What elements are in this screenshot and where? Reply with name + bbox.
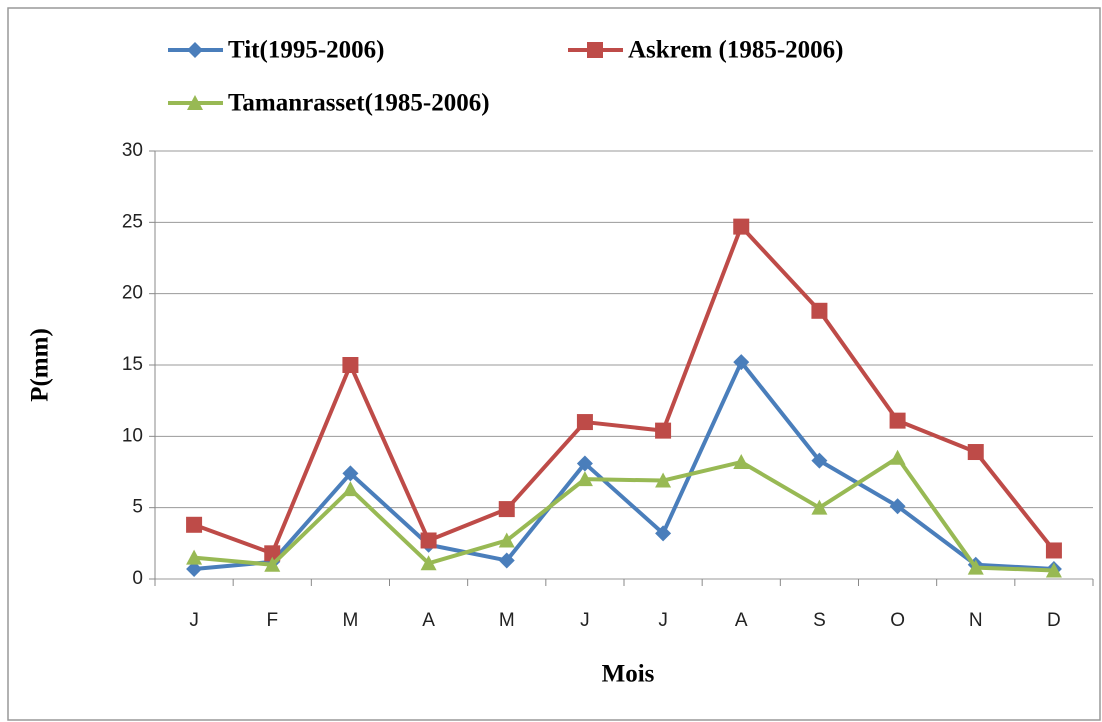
marker	[420, 555, 437, 571]
legend-label: Tit(1995-2006)	[228, 37, 384, 64]
x-tick-label: A	[735, 610, 748, 631]
marker	[264, 545, 281, 562]
marker	[186, 549, 203, 565]
marker	[811, 302, 828, 319]
marker	[811, 452, 828, 469]
marker	[655, 422, 672, 439]
x-tick-label: M	[343, 610, 359, 631]
marker	[889, 412, 906, 429]
marker	[264, 556, 281, 572]
y-tick-label: 15	[122, 354, 143, 375]
marker	[342, 481, 359, 497]
x-tick-label: N	[969, 610, 983, 631]
y-tick-label: 20	[122, 283, 143, 304]
y-tick-label: 10	[122, 425, 143, 446]
series-line	[193, 360, 1055, 572]
x-tick-label: O	[890, 610, 905, 631]
marker	[342, 357, 359, 373]
marker	[889, 449, 906, 465]
marker	[733, 218, 750, 235]
marker	[420, 532, 437, 549]
marker	[1045, 562, 1062, 578]
legend-label: Tamanrasset(1985-2006)	[228, 90, 490, 117]
chart-frame	[7, 7, 1101, 721]
y-tick-label: 5	[132, 497, 143, 518]
marker	[889, 498, 906, 515]
marker	[186, 561, 203, 578]
x-tick-label: F	[266, 610, 278, 631]
marker	[733, 354, 750, 371]
x-tick-label: D	[1047, 610, 1061, 631]
x-tick-label: M	[499, 610, 515, 631]
marker	[342, 465, 359, 482]
x-tick-label: J	[658, 610, 668, 631]
marker	[655, 472, 672, 488]
marker	[576, 414, 593, 431]
y-tick-label: 0	[132, 568, 143, 589]
marker	[967, 444, 984, 461]
x-tick-label: J	[580, 610, 590, 631]
series-line	[193, 455, 1054, 573]
marker	[186, 516, 203, 533]
marker	[1045, 542, 1062, 559]
x-tick-label: S	[813, 610, 826, 631]
series-line	[193, 224, 1056, 556]
y-tick-label: 30	[122, 140, 143, 161]
legend-label: Askrem (1985-2006)	[628, 37, 843, 64]
marker	[967, 559, 984, 575]
marker	[498, 501, 515, 518]
marker	[576, 471, 593, 487]
marker	[498, 532, 515, 548]
marker	[655, 525, 672, 542]
legend-marker	[187, 95, 203, 110]
x-tick-label: J	[189, 610, 199, 631]
y-tick-label: 25	[122, 211, 143, 232]
x-tick-label: A	[422, 610, 435, 631]
x-axis-title: Mois	[602, 661, 655, 688]
marker	[811, 499, 828, 515]
marker	[733, 454, 750, 470]
marker	[498, 552, 515, 569]
legend-marker	[187, 42, 203, 58]
legend-marker	[587, 42, 603, 58]
y-axis-title: P(mm)	[27, 328, 54, 402]
marker	[576, 455, 593, 472]
